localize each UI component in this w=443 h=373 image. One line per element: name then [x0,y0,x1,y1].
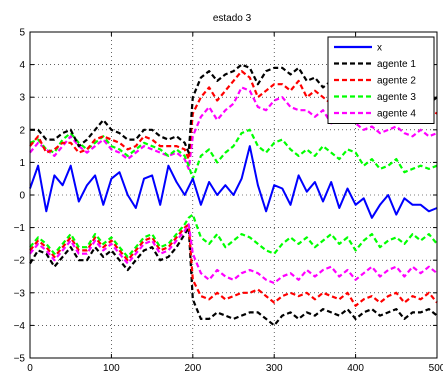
y-tick-label: 4 [19,60,25,71]
y-tick-label: 0 [19,191,25,202]
legend: x agente 1 agente 2 agente 3 agente 4 [327,36,435,124]
y-tick-label: −4 [14,321,26,332]
series-line-x [29,145,438,219]
x-tick-label: 300 [266,363,283,373]
chart-title: estado 3 [213,13,252,24]
x-tick-label: 400 [347,363,364,373]
y-tick-label: −2 [14,256,26,267]
axis-ticks: 0 100 200 300 400 500 −5 −4 −3 −2 −1 0 1 2 3 4 5 [14,28,443,373]
legend-label: agente 4 [377,109,416,120]
series-line-agente-3 [29,128,438,180]
legend-label: agente 1 [377,59,416,70]
series-line-agente-4 [29,86,438,170]
y-tick-label: 2 [19,125,25,136]
y-tick-label: −1 [14,223,26,234]
series-line-agente-1-lower- [29,226,438,327]
x-tick-label: 100 [103,363,120,373]
legend-label: x [377,43,382,54]
x-tick-label: 500 [429,363,443,373]
y-tick-label: 5 [19,28,25,39]
legend-label: agente 3 [377,92,416,103]
series-line-agente-2-lower- [29,223,438,307]
y-tick-label: 3 [19,93,25,104]
x-tick-label: 200 [184,363,201,373]
series-line-agente-4-lower- [29,223,438,285]
legend-label: agente 2 [377,76,416,87]
x-tick-label: 0 [27,363,33,373]
y-tick-label: −5 [14,354,26,365]
y-tick-label: 1 [19,158,25,169]
series-line-agente-3-lower- [29,213,438,258]
y-tick-label: −3 [14,288,26,299]
